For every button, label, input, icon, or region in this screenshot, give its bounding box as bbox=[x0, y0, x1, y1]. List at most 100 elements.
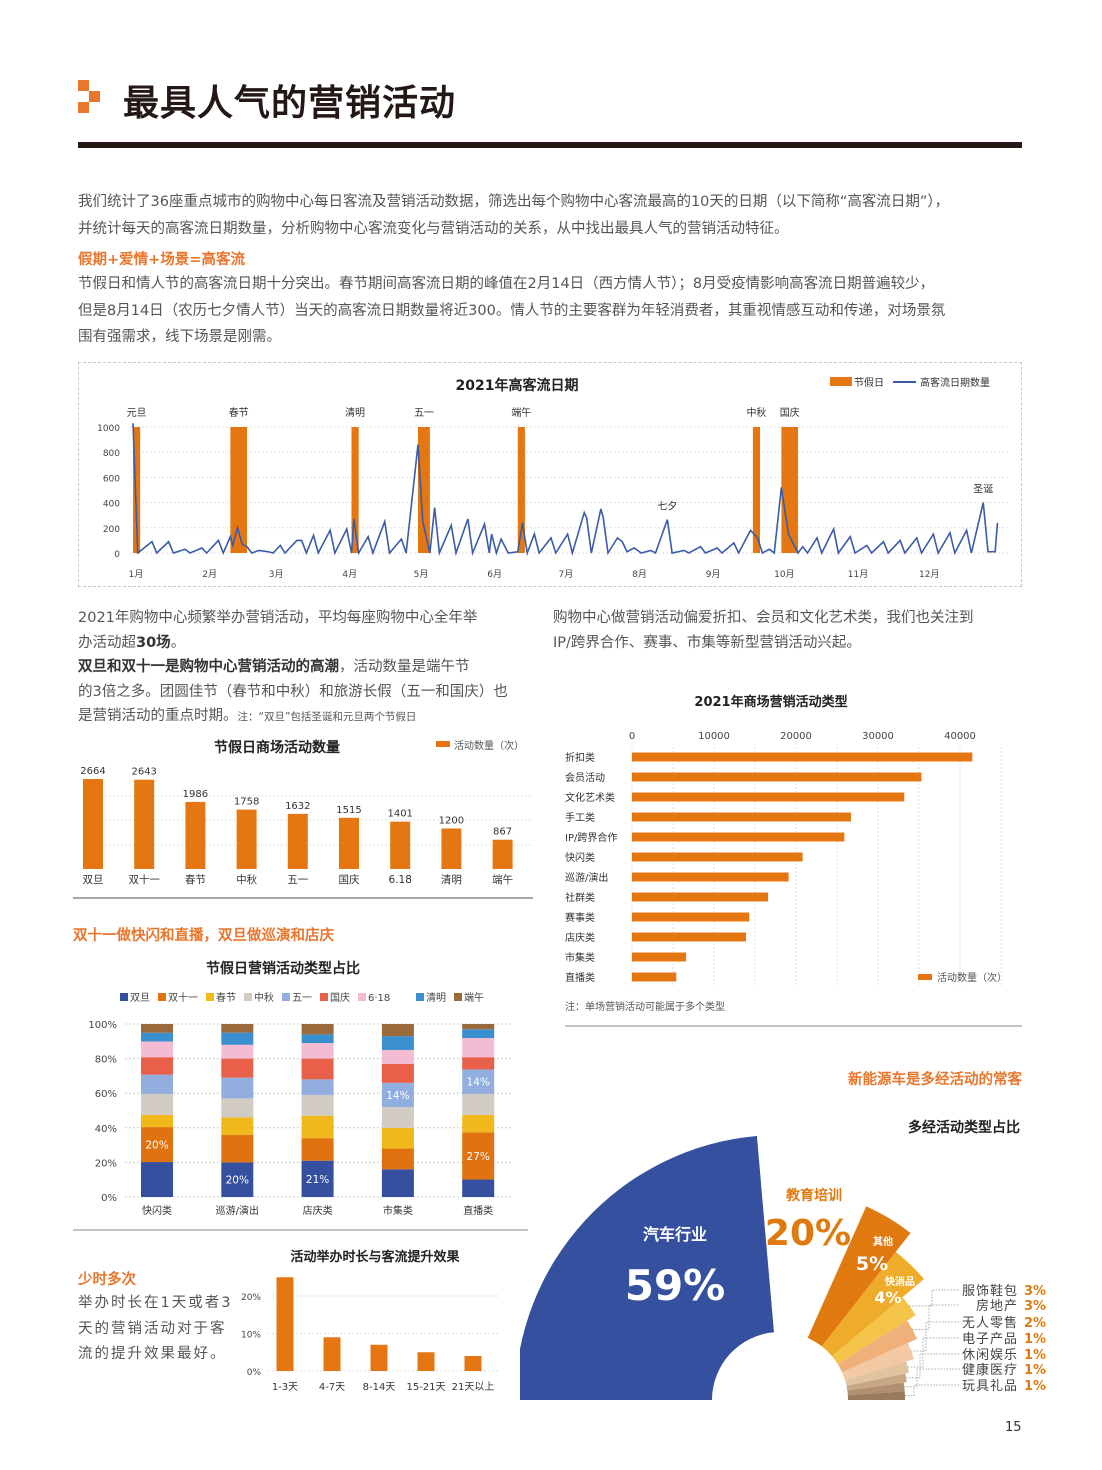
data-label: 21% bbox=[306, 1174, 329, 1186]
legend-swatch bbox=[120, 993, 128, 1001]
duration-bar-chart: 活动举办时长与客流提升效果 0% 10% 20% 1-3天 4-7天 8-14天 15-21天… bbox=[241, 1249, 500, 1393]
legend-label: 休闲娱乐 bbox=[962, 1348, 1018, 1363]
legend-label: 服饰鞋包 bbox=[962, 1283, 1018, 1299]
x-tick-label: 国庆 bbox=[339, 873, 360, 886]
y-tick-label: 赛事类 bbox=[565, 911, 595, 924]
slice-label: 快消品 bbox=[884, 1275, 915, 1288]
y-tick-label: 折扣类 bbox=[565, 751, 595, 764]
x-tick-label: 12月 bbox=[919, 569, 939, 580]
x-tick-label: 五一 bbox=[287, 874, 308, 886]
bar bbox=[632, 912, 750, 922]
x-tick-label: 9月 bbox=[706, 569, 721, 580]
x-tick-label: 15-21天 bbox=[406, 1382, 445, 1393]
stack-segment bbox=[381, 1024, 414, 1037]
legend-swatch bbox=[206, 993, 214, 1001]
stack-segment bbox=[221, 1117, 254, 1135]
stack-segment bbox=[221, 1058, 254, 1078]
stack-segment bbox=[141, 1057, 173, 1075]
x-tick-label: 40000 bbox=[944, 731, 976, 742]
activity-paragraph: 2021年购物中心频繁举办营销活动，平均每座购物中心全年举 办活动超30场。 双… bbox=[78, 606, 508, 730]
bar bbox=[632, 852, 803, 862]
x-tick-label: 2月 bbox=[202, 569, 217, 580]
text-span: 办活动超 bbox=[78, 634, 136, 651]
x-tick-label: 市集类 bbox=[383, 1204, 413, 1217]
annotation-label: 圣诞 bbox=[973, 483, 993, 496]
data-label: 2643 bbox=[131, 767, 156, 778]
y-tick-label: 400 bbox=[103, 500, 120, 510]
legend-swatch bbox=[918, 974, 932, 980]
body-line: 但是8月14日（农历七夕情人节）当天的高客流日期数量将近300。情人节的主要客群… bbox=[78, 302, 946, 319]
bar bbox=[632, 932, 746, 942]
bar bbox=[632, 892, 769, 902]
y-tick-label: 0% bbox=[247, 1368, 262, 1378]
holiday-band bbox=[781, 427, 799, 553]
legend-label: 健康医疗 bbox=[962, 1362, 1018, 1378]
x-tick-label: 巡游/演出 bbox=[216, 1204, 259, 1217]
holiday-band bbox=[752, 427, 761, 553]
stack-segment bbox=[221, 1044, 254, 1059]
y-tick-label: 社群类 bbox=[565, 891, 595, 904]
stack-segment bbox=[141, 1032, 173, 1042]
slice-value: 5% bbox=[856, 1253, 888, 1275]
legend-label: 双十一 bbox=[168, 991, 198, 1004]
leader-line bbox=[909, 1289, 960, 1307]
stack-segment bbox=[221, 1077, 254, 1099]
legend-value: 1% bbox=[1024, 1332, 1046, 1347]
stack-segment bbox=[141, 1114, 173, 1128]
legend-holiday-label: 节假日 bbox=[854, 376, 884, 389]
stack-segment bbox=[141, 1074, 173, 1094]
y-tick-label: 20% bbox=[95, 1158, 117, 1169]
legend-label: 国庆 bbox=[330, 991, 350, 1004]
x-tick-label: 21天以上 bbox=[452, 1381, 495, 1393]
data-label: 1758 bbox=[234, 797, 259, 808]
duration-paragraph: 举办时长在1天或者3 天的营销活动对于客 流的提升效果最好。 bbox=[78, 1291, 232, 1368]
bar bbox=[492, 839, 513, 869]
slice-value: 20% bbox=[765, 1213, 851, 1254]
bar bbox=[390, 821, 411, 869]
chart-title: 2021年高客流日期 bbox=[456, 377, 579, 394]
x-tick-label: 0 bbox=[629, 731, 635, 742]
stack-segment bbox=[301, 1138, 334, 1161]
stack-segment bbox=[381, 1082, 414, 1108]
y-tick-label: 店庆类 bbox=[565, 931, 595, 944]
title-rule bbox=[78, 142, 1022, 148]
y-tick-label: 60% bbox=[95, 1089, 117, 1100]
x-tick-label: 清明 bbox=[441, 873, 462, 886]
y-tick-label: 800 bbox=[103, 449, 120, 459]
stack-segment bbox=[221, 1098, 254, 1118]
bar bbox=[370, 1344, 388, 1371]
legend-label: 端午 bbox=[464, 991, 484, 1004]
activity-type-paragraph: 购物中心做营销活动偏爱折扣、会员和文化艺术类，我们也关注到 IP/跨界合作、赛事… bbox=[553, 606, 974, 656]
text-line: IP/跨界合作、赛事、市集等新型营销活动兴起。 bbox=[553, 635, 861, 651]
stack-segment bbox=[381, 1049, 414, 1064]
chart-title: 2021年商场营销活动类型 bbox=[694, 694, 847, 710]
legend-label: 无人零售 bbox=[962, 1315, 1018, 1331]
stack-segment bbox=[301, 1058, 334, 1080]
x-tick-label: 中秋 bbox=[236, 873, 257, 886]
bar bbox=[632, 872, 789, 882]
stack-segment bbox=[381, 1036, 414, 1050]
subhead-short-frequent: 少时多次 bbox=[78, 1272, 136, 1288]
bar bbox=[632, 752, 973, 762]
leader-line bbox=[912, 1304, 960, 1331]
legend-label: 玩具礼品 bbox=[962, 1378, 1018, 1394]
y-tick-label: 600 bbox=[103, 474, 120, 484]
y-tick-label: 市集类 bbox=[565, 951, 595, 964]
legend-label: 房地产 bbox=[976, 1298, 1018, 1314]
rose-slice bbox=[821, 1251, 925, 1357]
legend-swatch bbox=[320, 993, 328, 1001]
data-label: 1632 bbox=[285, 801, 310, 812]
y-tick-label: 80% bbox=[95, 1055, 117, 1066]
x-tick-label: 4-7天 bbox=[319, 1382, 345, 1393]
high-traffic-line-chart: 2021年高客流日期 节假日 高客流日期数量 0 200 400 600 800 1000 1月 2… bbox=[97, 376, 1008, 580]
x-tick-label: 店庆类 bbox=[303, 1204, 333, 1217]
y-tick-label: 40% bbox=[95, 1124, 117, 1135]
holiday-band bbox=[418, 427, 430, 553]
rose-slice bbox=[847, 1382, 905, 1396]
holiday-label: 春节 bbox=[229, 407, 249, 419]
y-tick-label: 巡游/演出 bbox=[565, 871, 608, 884]
holiday-label: 端午 bbox=[511, 406, 531, 419]
stack-segment bbox=[221, 1024, 254, 1033]
body-line: 围有强需求，线下场景是刚需。 bbox=[78, 329, 281, 345]
